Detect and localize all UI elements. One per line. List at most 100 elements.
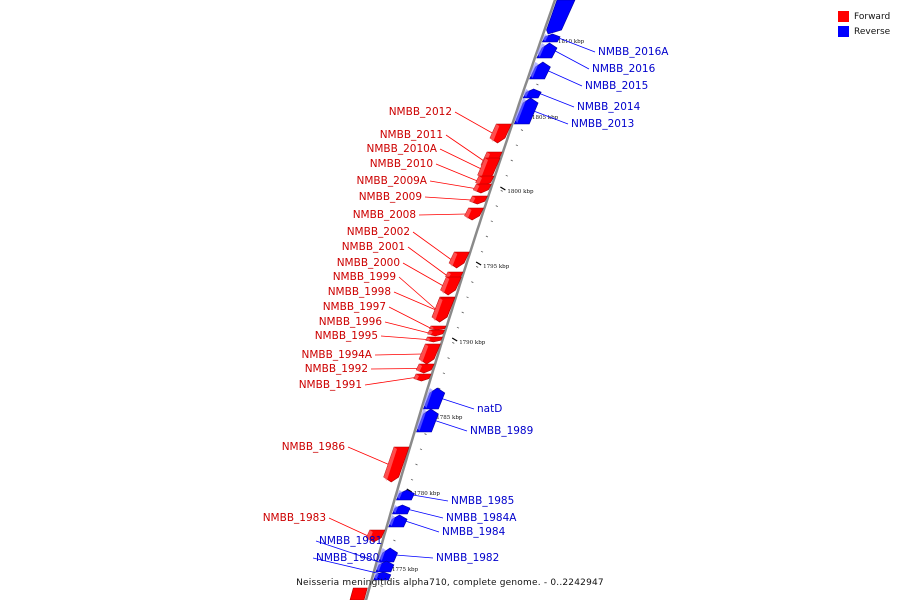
genome-caption: Neisseria meningitidis alpha710, complet… [296,578,604,588]
minor-tick [380,585,383,587]
gene-label-nmbb_1996: NMBB_1996 [319,316,383,328]
gene-feature-shade [419,344,429,363]
gene-feature-shade [429,326,434,329]
label-leader-line [412,231,452,261]
legend-forward: Forward [838,9,900,24]
minor-tick [442,372,446,375]
gene-label-nmbb_1998: NMBB_1998 [328,286,391,298]
label-leader-line [370,368,418,370]
gene-label-nmbb_1985: NMBB_1985 [451,495,514,507]
label-leader-line [412,494,449,502]
gene-label-nmbb_2013: NMBB_2013 [571,118,634,130]
gene-feature-shade [427,330,433,335]
gene-feature-shade [423,388,433,408]
label-leader-line [380,335,427,340]
gene-feature-shade [477,158,488,179]
gene-feature-shade [392,505,398,513]
label-leader-line [393,291,437,311]
gene-feature-shade [366,530,373,541]
label-leader-line [328,517,369,537]
label-leader-line [441,398,475,410]
scale-tick-label: 1785 kbp [436,415,463,421]
minor-tick [495,205,498,207]
scale-tick-label: 1780 kbp [414,491,441,497]
minor-tick [485,235,489,238]
label-leader-line [418,213,467,216]
minor-tick [424,433,427,435]
minor-tick [500,190,503,192]
gene-feature-shade [490,124,500,142]
label-leader-line [554,50,590,70]
gene-label-nmbb_2012: NMBB_2012 [389,106,452,118]
label-leader-line [547,70,583,87]
label-leader-line [402,262,444,287]
gene-feature-shade [469,196,476,203]
label-leaders [312,37,596,577]
gene-label-nmbb_1984a: NMBB_1984A [446,512,517,524]
label-leader-line [347,446,389,465]
gene-label-nmbb_2010: NMBB_2010 [370,158,433,170]
minor-tick [415,463,418,466]
label-leader-line [435,163,478,182]
scale-tick-mark [406,488,413,493]
minor-tick [471,281,474,283]
minor-tick [393,539,396,542]
scale-tick-label: 1795 kbp [483,264,510,270]
gene-label-nmbb_1995: NMBB_1995 [315,330,378,342]
minor-tick [419,448,423,451]
gene-feature-shade [536,43,545,57]
gene-label-nmbb_1991: NMBB_1991 [299,379,362,391]
gene-label-nmbb_1999: NMBB_1999 [333,271,396,283]
gene-label-nmbb_1983: NMBB_1983 [263,512,326,524]
minor-tick [410,478,414,481]
gene-feature-shade [542,34,549,41]
gene-label-nmbb_2002: NMBB_2002 [347,226,410,238]
gene-label-nmbb_1997: NMBB_1997 [323,301,386,313]
label-leader-line [384,321,429,334]
minor-tick [510,159,513,162]
legend-reverse-label: Reverse [854,26,891,37]
label-leader-line [398,276,437,310]
gene-label-nmbb_2014: NMBB_2014 [577,101,641,113]
scale-tick-label: 1775 kbp [392,567,419,573]
label-leader-line [539,93,575,108]
label-leader-line [407,246,448,276]
gene-feature-shade [432,298,443,321]
label-leader-line [533,110,569,125]
minor-tick [456,326,460,329]
gene-feature-shade [416,364,423,372]
gene-label-nmbb_2008: NMBB_2008 [353,209,416,221]
gene-label-nmbb_1994a: NMBB_1994A [302,349,373,361]
gene-label-nmbb_1980: NMBB_1980 [316,552,379,564]
gene-label-natd: natD [477,403,502,415]
gene-label-nmbb_2015: NMBB_2015 [585,80,648,92]
scale-tick-label: 1805 kbp [532,115,559,121]
gene-label-nmbb_2009: NMBB_2009 [359,191,422,203]
minor-tick [520,129,524,131]
label-leader-line [364,377,416,386]
minor-tick [461,311,464,314]
label-leader-line [429,180,475,189]
gene-label-nmbb_1986: NMBB_1986 [282,441,346,453]
minor-tick [515,144,519,147]
scale-tick-mark [500,186,506,191]
label-leader-line [405,520,440,533]
legend-reverse: Reverse [838,24,900,39]
label-leader-line [395,554,434,559]
gene-label-nmbb_2011: NMBB_2011 [380,129,443,141]
gene-label-nmbb_2010a: NMBB_2010A [367,143,438,155]
gene-feature-shade [529,62,539,78]
gene-feature-shade [373,572,379,579]
label-leader-line [374,353,423,356]
gene-label-nmbb_1992: NMBB_1992 [305,363,368,375]
scale-tick-label: 1810 kbp [558,39,585,45]
gene-feature-nmbb_1996 [427,329,446,337]
gene-feature-shade [445,272,451,278]
label-leader-line [454,111,494,134]
gene-feature-shade [425,337,431,341]
gene-labels: NMBB_2016A NMBB_2016 NMBB_2015 NMBB_2014 NMB… [263,46,670,564]
label-leader-line [388,306,431,329]
minor-tick [480,250,484,253]
gene-feature-shade [396,490,403,499]
